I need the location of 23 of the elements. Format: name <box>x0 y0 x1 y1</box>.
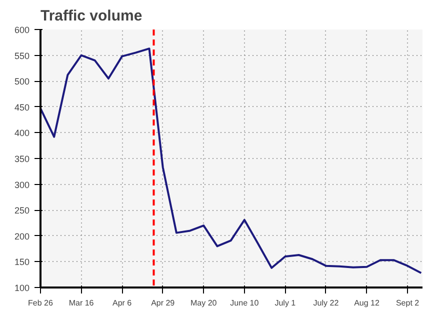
chart-title: Traffic volume <box>40 8 142 24</box>
x-tick-label: Apr 29 <box>151 298 176 308</box>
x-tick-label: Apr 6 <box>112 298 132 308</box>
y-tick-label: 600 <box>14 25 30 35</box>
y-tick-label: 400 <box>14 128 30 138</box>
y-tick-label: 100 <box>14 283 30 293</box>
x-tick-label: July 1 <box>274 298 296 308</box>
x-tick-label: Mar 16 <box>68 298 94 308</box>
y-tick-label: 350 <box>14 154 30 164</box>
x-tick-label: Sept 2 <box>396 298 420 308</box>
x-tick-label: Aug 12 <box>354 298 380 308</box>
y-tick-label: 200 <box>14 231 30 242</box>
x-tick-label: July 22 <box>313 298 340 308</box>
y-tick-label: 250 <box>14 206 30 216</box>
y-tick-label: 550 <box>14 50 30 61</box>
x-tick-label: Feb 26 <box>28 298 54 308</box>
y-tick-label: 500 <box>14 76 30 87</box>
line-series <box>40 48 422 274</box>
y-tick-label: 300 <box>14 180 30 190</box>
x-tick-label: May 20 <box>190 298 218 308</box>
y-tick-label: 450 <box>14 102 30 112</box>
x-tick-label: June 10 <box>230 298 260 308</box>
y-tick-label: 150 <box>14 257 30 268</box>
